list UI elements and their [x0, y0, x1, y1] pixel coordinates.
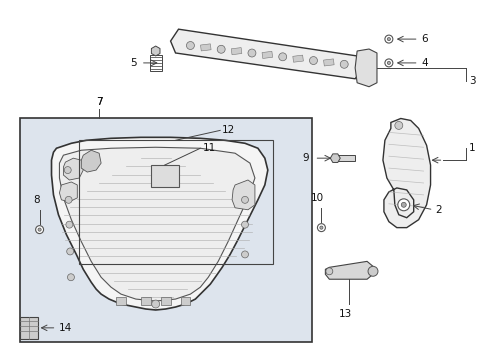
Polygon shape — [171, 29, 361, 79]
Circle shape — [385, 59, 393, 67]
Polygon shape — [81, 150, 101, 172]
Polygon shape — [383, 118, 431, 228]
Polygon shape — [325, 261, 373, 279]
Circle shape — [326, 268, 333, 275]
Bar — [79, 140, 273, 264]
Bar — [180, 297, 191, 305]
Polygon shape — [51, 137, 268, 310]
Text: 10: 10 — [311, 193, 324, 203]
Polygon shape — [63, 158, 83, 180]
Circle shape — [217, 45, 225, 53]
Circle shape — [67, 248, 74, 255]
Bar — [20, 118, 313, 342]
Circle shape — [318, 224, 325, 231]
Circle shape — [320, 226, 323, 229]
Circle shape — [398, 199, 410, 211]
Circle shape — [242, 251, 248, 258]
Text: 7: 7 — [96, 96, 102, 107]
Text: 12: 12 — [222, 125, 235, 135]
Circle shape — [242, 196, 248, 203]
Polygon shape — [355, 49, 377, 87]
Polygon shape — [59, 182, 77, 202]
Text: 14: 14 — [58, 323, 72, 333]
Circle shape — [310, 57, 318, 64]
Bar — [151, 165, 178, 187]
Circle shape — [248, 49, 256, 57]
Circle shape — [385, 35, 393, 43]
Circle shape — [64, 167, 71, 174]
Circle shape — [340, 60, 348, 68]
Text: 8: 8 — [33, 195, 40, 205]
Text: 1: 1 — [469, 143, 476, 153]
Bar — [116, 297, 126, 305]
Circle shape — [65, 196, 72, 203]
Text: 3: 3 — [469, 76, 476, 86]
Circle shape — [38, 228, 41, 231]
Circle shape — [401, 202, 406, 207]
Text: 7: 7 — [96, 96, 102, 107]
Circle shape — [395, 121, 403, 129]
Bar — [323, 59, 334, 66]
Circle shape — [279, 53, 287, 61]
Circle shape — [368, 266, 378, 276]
Polygon shape — [232, 180, 255, 210]
Text: 13: 13 — [339, 309, 352, 319]
Circle shape — [387, 61, 391, 64]
Polygon shape — [59, 147, 255, 301]
Text: 9: 9 — [303, 153, 310, 163]
Text: 6: 6 — [421, 34, 428, 44]
Bar — [262, 51, 272, 58]
Bar — [141, 297, 151, 305]
Circle shape — [387, 37, 391, 41]
Text: 4: 4 — [421, 58, 428, 68]
Circle shape — [66, 221, 73, 228]
Text: 5: 5 — [130, 58, 137, 68]
Bar — [293, 55, 303, 62]
Bar — [333, 155, 355, 161]
Bar — [200, 44, 211, 51]
Circle shape — [36, 226, 44, 234]
Circle shape — [68, 274, 74, 281]
Bar — [231, 48, 242, 55]
FancyBboxPatch shape — [20, 317, 38, 339]
Bar — [150, 55, 162, 71]
Bar — [161, 297, 171, 305]
Text: 2: 2 — [436, 205, 442, 215]
Circle shape — [152, 300, 160, 308]
Circle shape — [242, 221, 248, 228]
Text: 11: 11 — [202, 143, 216, 153]
Circle shape — [187, 41, 195, 49]
